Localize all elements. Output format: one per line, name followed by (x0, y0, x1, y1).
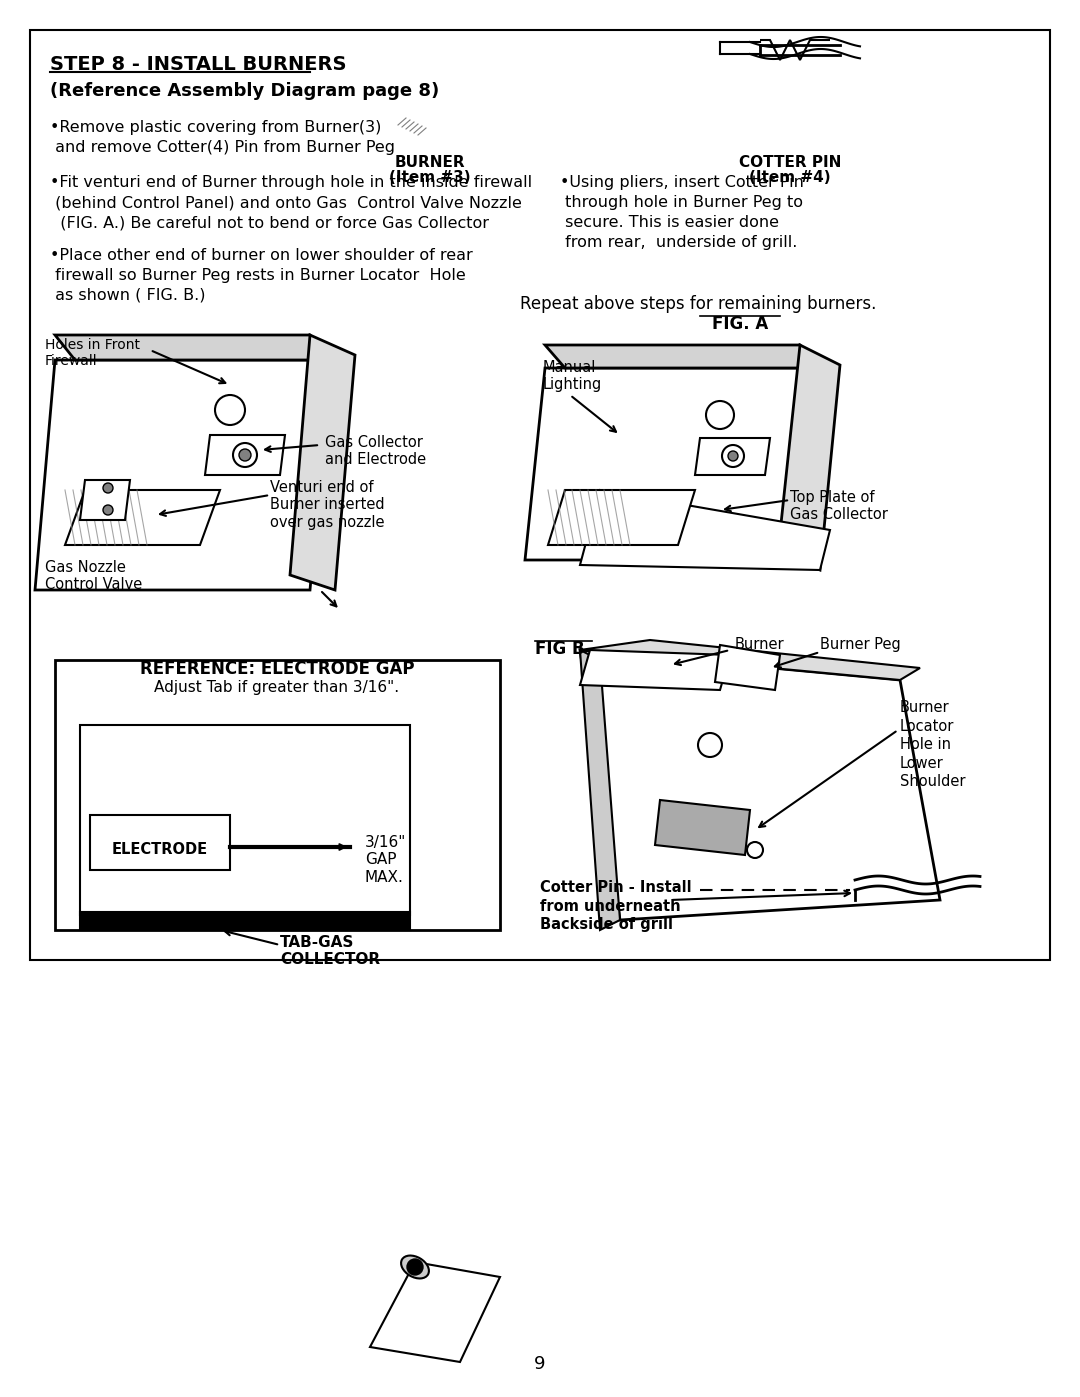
Text: Gas Collector
and Electrode: Gas Collector and Electrode (325, 434, 427, 468)
Polygon shape (580, 640, 920, 680)
Polygon shape (80, 481, 130, 520)
Ellipse shape (401, 1256, 429, 1278)
Bar (90, 814, 230, 870)
Polygon shape (580, 650, 940, 921)
Circle shape (728, 451, 738, 461)
Text: 9: 9 (535, 1355, 545, 1373)
Polygon shape (291, 335, 355, 590)
Text: Adjust Tab if greater than 3/16".: Adjust Tab if greater than 3/16". (154, 680, 400, 694)
Text: (behind Control Panel) and onto Gas  Control Valve Nozzle: (behind Control Panel) and onto Gas Cont… (50, 196, 522, 210)
Text: from rear,  underside of grill.: from rear, underside of grill. (561, 235, 797, 250)
Text: REFERENCE: ELECTRODE GAP: REFERENCE: ELECTRODE GAP (139, 659, 415, 678)
Text: as shown ( FIG. B.): as shown ( FIG. B.) (50, 288, 205, 303)
Polygon shape (778, 345, 840, 570)
Polygon shape (55, 335, 330, 360)
Text: Holes in Front
Firewall: Holes in Front Firewall (45, 338, 140, 369)
Text: Gas Nozzle
Control Valve: Gas Nozzle Control Valve (45, 560, 143, 592)
Circle shape (103, 483, 113, 493)
Text: Burner Peg: Burner Peg (820, 637, 901, 652)
Text: and remove Cotter(4) Pin from Burner Peg: and remove Cotter(4) Pin from Burner Peg (50, 140, 395, 155)
Text: FIG B: FIG B (535, 640, 584, 658)
Polygon shape (545, 345, 820, 367)
Text: secure. This is easier done: secure. This is easier done (561, 215, 779, 231)
Circle shape (698, 733, 723, 757)
Polygon shape (548, 490, 696, 545)
Text: Burner: Burner (735, 637, 785, 652)
Text: Cotter Pin - Install
from underneath
Backside of grill: Cotter Pin - Install from underneath Bac… (540, 880, 691, 932)
Polygon shape (65, 490, 220, 545)
Circle shape (747, 842, 762, 858)
Text: ELECTRODE: ELECTRODE (112, 842, 208, 856)
Polygon shape (525, 367, 820, 560)
Polygon shape (696, 439, 770, 475)
Text: Burner
Locator
Hole in
Lower
Shoulder: Burner Locator Hole in Lower Shoulder (900, 700, 966, 789)
Circle shape (706, 401, 734, 429)
Text: COTTER PIN: COTTER PIN (739, 155, 841, 170)
Text: •Place other end of burner on lower shoulder of rear: •Place other end of burner on lower shou… (50, 249, 473, 263)
Polygon shape (580, 650, 730, 690)
Text: through hole in Burner Peg to: through hole in Burner Peg to (561, 196, 804, 210)
Circle shape (103, 504, 113, 515)
Circle shape (407, 1259, 423, 1275)
Polygon shape (580, 650, 620, 930)
Text: BURNER: BURNER (394, 155, 465, 170)
Text: Repeat above steps for remaining burners.: Repeat above steps for remaining burners… (519, 295, 876, 313)
Text: (FIG. A.) Be careful not to bend or force Gas Collector: (FIG. A.) Be careful not to bend or forc… (50, 215, 489, 231)
Bar (30, 29, 1050, 960)
Bar (80, 725, 410, 915)
Text: STEP 8 - INSTALL BURNERS: STEP 8 - INSTALL BURNERS (50, 54, 347, 74)
Text: •Remove plastic covering from Burner(3): •Remove plastic covering from Burner(3) (50, 120, 381, 136)
Text: (Reference Assembly Diagram page 8): (Reference Assembly Diagram page 8) (50, 82, 440, 101)
Circle shape (233, 443, 257, 467)
Text: •Fit venturi end of Burner through hole in the inside firewall: •Fit venturi end of Burner through hole … (50, 175, 532, 190)
Polygon shape (205, 434, 285, 475)
Text: FIG. A: FIG. A (712, 314, 768, 332)
Text: TAB-GAS
COLLECTOR: TAB-GAS COLLECTOR (280, 935, 380, 967)
Polygon shape (370, 1261, 500, 1362)
Polygon shape (35, 360, 330, 590)
Bar (80, 912, 410, 930)
Text: (Item #4): (Item #4) (750, 170, 831, 184)
Text: Venturi end of
Burner inserted
over gas nozzle: Venturi end of Burner inserted over gas … (270, 481, 384, 529)
Circle shape (239, 448, 251, 461)
Polygon shape (715, 645, 780, 690)
Circle shape (215, 395, 245, 425)
Text: Top Plate of
Gas Collector: Top Plate of Gas Collector (789, 490, 888, 522)
Polygon shape (580, 490, 831, 570)
Text: 3/16"
GAP
MAX.: 3/16" GAP MAX. (365, 835, 406, 884)
Bar (55, 659, 500, 930)
Text: Manual
Lighting: Manual Lighting (543, 360, 603, 393)
Text: •Using pliers, insert Cotter Pin: •Using pliers, insert Cotter Pin (561, 175, 804, 190)
Circle shape (723, 446, 744, 467)
Polygon shape (654, 800, 750, 855)
Text: (Item #3): (Item #3) (389, 170, 471, 184)
Text: firewall so Burner Peg rests in Burner Locator  Hole: firewall so Burner Peg rests in Burner L… (50, 268, 465, 284)
